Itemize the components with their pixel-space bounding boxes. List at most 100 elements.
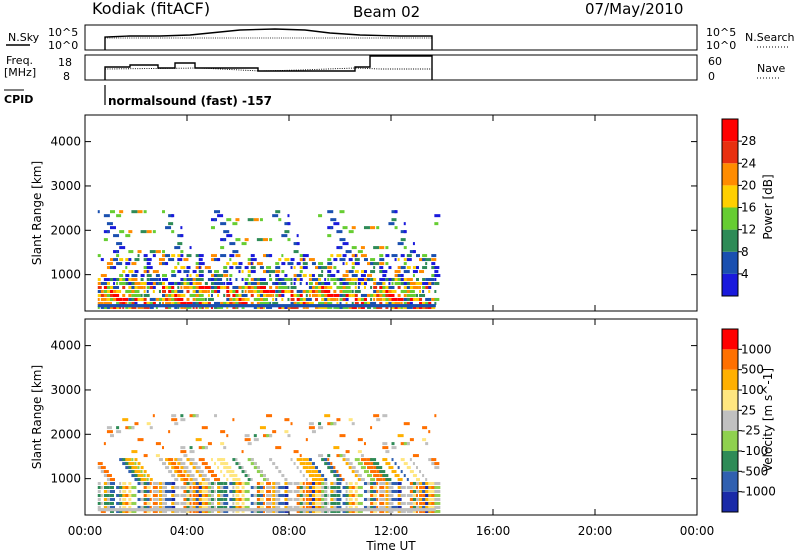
velocity-heatmap-cell bbox=[354, 501, 359, 505]
power-heatmap-cell bbox=[370, 293, 376, 297]
velocity-heatmap-cell bbox=[272, 462, 276, 466]
power-heatmap-cell bbox=[273, 304, 277, 308]
velocity-heatmap-cell bbox=[165, 489, 172, 493]
velocity-heatmap-cell bbox=[137, 489, 141, 493]
power-heatmap-cell bbox=[342, 282, 348, 286]
velocity-heatmap-cell bbox=[105, 508, 109, 512]
power-heatmap-cell bbox=[428, 301, 432, 305]
velocity-heatmap-cell bbox=[129, 508, 133, 512]
power-heatmap-cell bbox=[165, 293, 169, 297]
power-heatmap-cell bbox=[180, 282, 187, 286]
velocity-heatmap-cell bbox=[386, 508, 390, 512]
power-heatmap-cell bbox=[229, 278, 232, 282]
power-heatmap-cell bbox=[105, 304, 109, 308]
power-heatmap-cell bbox=[318, 266, 323, 270]
velocity-heatmap-cell bbox=[140, 466, 144, 470]
power-heatmap-cell bbox=[403, 282, 409, 286]
power-heatmap-cell bbox=[103, 304, 107, 308]
power-heatmap-cell bbox=[342, 304, 346, 308]
velocity-heatmap-cell bbox=[128, 470, 133, 474]
power-heatmap-cell bbox=[203, 304, 207, 308]
velocity-heatmap-cell bbox=[434, 493, 441, 497]
velocity-heatmap-cell bbox=[146, 482, 150, 486]
freq-trace bbox=[104, 55, 433, 80]
velocity-heatmap-cell bbox=[385, 497, 389, 501]
velocity-heatmap-cell bbox=[284, 489, 290, 493]
power-heatmap-cell bbox=[177, 254, 181, 258]
velocity-heatmap-cell bbox=[354, 474, 358, 478]
power-heatmap-cell bbox=[100, 297, 107, 301]
nave-right-tick-top: 60 bbox=[708, 55, 722, 68]
power-heatmap-cell bbox=[434, 301, 437, 305]
velocity-heatmap-cell bbox=[106, 497, 110, 501]
velocity-heatmap-cell bbox=[428, 430, 431, 434]
power-heatmap-cell bbox=[125, 304, 129, 308]
velocity-heatmap-cell bbox=[382, 446, 389, 450]
velocity-heatmap-cell bbox=[397, 508, 401, 512]
power-heatmap-cell bbox=[342, 254, 347, 258]
velocity-heatmap-cell bbox=[379, 486, 385, 490]
power-heatmap-cell bbox=[379, 285, 384, 289]
velocity-heatmap-cell bbox=[354, 493, 359, 497]
velocity-heatmap-cell bbox=[431, 482, 437, 486]
power-heatmap-cell bbox=[97, 289, 103, 293]
velocity-heatmap-cell bbox=[376, 508, 380, 512]
velocity-heatmap-cell bbox=[422, 505, 429, 509]
power-heatmap-cell bbox=[235, 297, 242, 301]
power-heatmap-cell bbox=[348, 230, 354, 234]
velocity-heatmap-cell bbox=[168, 462, 175, 466]
velocity-heatmap-cell bbox=[275, 446, 282, 450]
velocity-heatmap-cell bbox=[327, 458, 330, 462]
power-heatmap-cell bbox=[177, 304, 181, 308]
power-heatmap-cell bbox=[247, 258, 253, 262]
power-heatmap-cell bbox=[339, 210, 345, 214]
velocity-heatmap-cell bbox=[333, 446, 340, 450]
velocity-heatmap-cell bbox=[204, 482, 210, 486]
velocity-heatmap-cell bbox=[195, 414, 199, 418]
power-heatmap-cell bbox=[250, 258, 257, 262]
power-heatmap-cell bbox=[214, 210, 221, 214]
power-heatmap-cell bbox=[158, 262, 163, 266]
velocity-heatmap-cell bbox=[428, 458, 434, 462]
velocity-heatmap-cell bbox=[311, 508, 315, 512]
velocity-heatmap-cell bbox=[186, 509, 190, 513]
power-heatmap-cell bbox=[195, 254, 201, 258]
power-heatmap-cell bbox=[262, 289, 269, 293]
velocity-heatmap-cell bbox=[415, 486, 418, 490]
power-heatmap-cell bbox=[217, 305, 224, 309]
power-heatmap-cell bbox=[336, 285, 341, 289]
power-heatmap-cell bbox=[97, 210, 100, 214]
power-heatmap-cell bbox=[253, 218, 259, 222]
velocity-heatmap-cell bbox=[192, 462, 198, 466]
power-heatmap-cell bbox=[106, 305, 110, 309]
power-heatmap-cell bbox=[345, 282, 352, 286]
power-heatmap-cell bbox=[149, 250, 156, 254]
power-heatmap-cell bbox=[354, 289, 361, 293]
velocity-heatmap-cell bbox=[140, 470, 143, 474]
velocity-heatmap-cell bbox=[356, 508, 360, 512]
velocity-heatmap-cell bbox=[351, 493, 358, 497]
velocity-heatmap-cell bbox=[373, 508, 377, 512]
velocity-heatmap-cell bbox=[232, 474, 238, 478]
power-heatmap-cell bbox=[419, 297, 423, 301]
velocity-heatmap-cell bbox=[253, 438, 259, 442]
velocity-heatmap-cell bbox=[262, 474, 266, 478]
velocity-heatmap-cell bbox=[128, 466, 134, 470]
power-heatmap-cell bbox=[131, 304, 135, 308]
power-heatmap-cell bbox=[223, 293, 226, 297]
velocity-colorbar-tick-label: -500 bbox=[741, 464, 768, 478]
velocity-heatmap-cell bbox=[412, 509, 416, 513]
velocity-heatmap-cell bbox=[189, 482, 194, 486]
velocity-heatmap-cell bbox=[425, 442, 429, 446]
power-colorbar-segment bbox=[722, 185, 738, 208]
power-heatmap-cell bbox=[379, 254, 384, 258]
power-heatmap-cell bbox=[223, 230, 230, 234]
velocity-heatmap-cell bbox=[253, 462, 257, 466]
power-heatmap-cell bbox=[204, 282, 208, 286]
velocity-heatmap-cell bbox=[428, 486, 433, 490]
power-heatmap-cell bbox=[111, 304, 115, 308]
power-heatmap-cell bbox=[333, 258, 338, 262]
power-heatmap-cell bbox=[226, 289, 230, 293]
power-heatmap-cell bbox=[322, 304, 326, 308]
power-heatmap-cell bbox=[114, 304, 118, 308]
